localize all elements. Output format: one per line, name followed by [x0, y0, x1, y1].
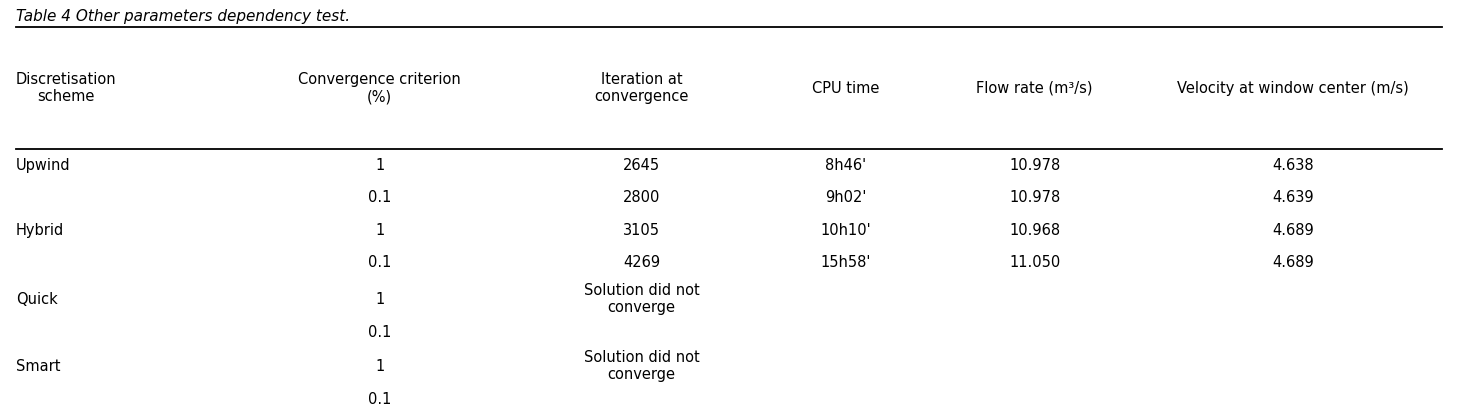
Text: Velocity at window center (m/s): Velocity at window center (m/s) [1177, 80, 1408, 96]
Text: 15h58': 15h58' [821, 255, 870, 270]
Text: Iteration at
convergence: Iteration at convergence [595, 72, 688, 104]
Text: 10.978: 10.978 [1009, 190, 1060, 205]
Text: Solution did not
converge: Solution did not converge [583, 283, 700, 315]
Text: 2800: 2800 [623, 190, 660, 205]
Text: 0.1: 0.1 [367, 255, 391, 270]
Text: 4.638: 4.638 [1271, 158, 1314, 173]
Text: 4.689: 4.689 [1271, 255, 1314, 270]
Text: Hybrid: Hybrid [16, 223, 64, 238]
Text: 10.978: 10.978 [1009, 158, 1060, 173]
Text: Convergence criterion
(%): Convergence criterion (%) [299, 72, 461, 104]
Text: CPU time: CPU time [812, 80, 879, 96]
Text: Quick: Quick [16, 292, 58, 307]
Text: 2645: 2645 [623, 158, 660, 173]
Text: 8h46': 8h46' [825, 158, 866, 173]
Text: 10h10': 10h10' [819, 223, 870, 238]
Text: 4.639: 4.639 [1271, 190, 1314, 205]
Text: 3105: 3105 [623, 223, 660, 238]
Text: 1: 1 [375, 158, 385, 173]
Text: 10.968: 10.968 [1009, 223, 1060, 238]
Text: Solution did not
converge: Solution did not converge [583, 350, 700, 382]
Text: Discretisation
scheme: Discretisation scheme [16, 72, 117, 104]
Text: 0.1: 0.1 [367, 325, 391, 340]
Text: Smart: Smart [16, 359, 60, 374]
Text: 1: 1 [375, 359, 385, 374]
Text: Flow rate (m³/s): Flow rate (m³/s) [977, 80, 1094, 96]
Text: 9h02': 9h02' [825, 190, 866, 205]
Text: 0.1: 0.1 [367, 392, 391, 404]
Text: Table 4 Other parameters dependency test.: Table 4 Other parameters dependency test… [16, 9, 350, 24]
Text: 4.689: 4.689 [1271, 223, 1314, 238]
Text: Upwind: Upwind [16, 158, 70, 173]
Text: 1: 1 [375, 292, 385, 307]
Text: 4269: 4269 [623, 255, 660, 270]
Text: 1: 1 [375, 223, 385, 238]
Text: 11.050: 11.050 [1009, 255, 1060, 270]
Text: 0.1: 0.1 [367, 190, 391, 205]
